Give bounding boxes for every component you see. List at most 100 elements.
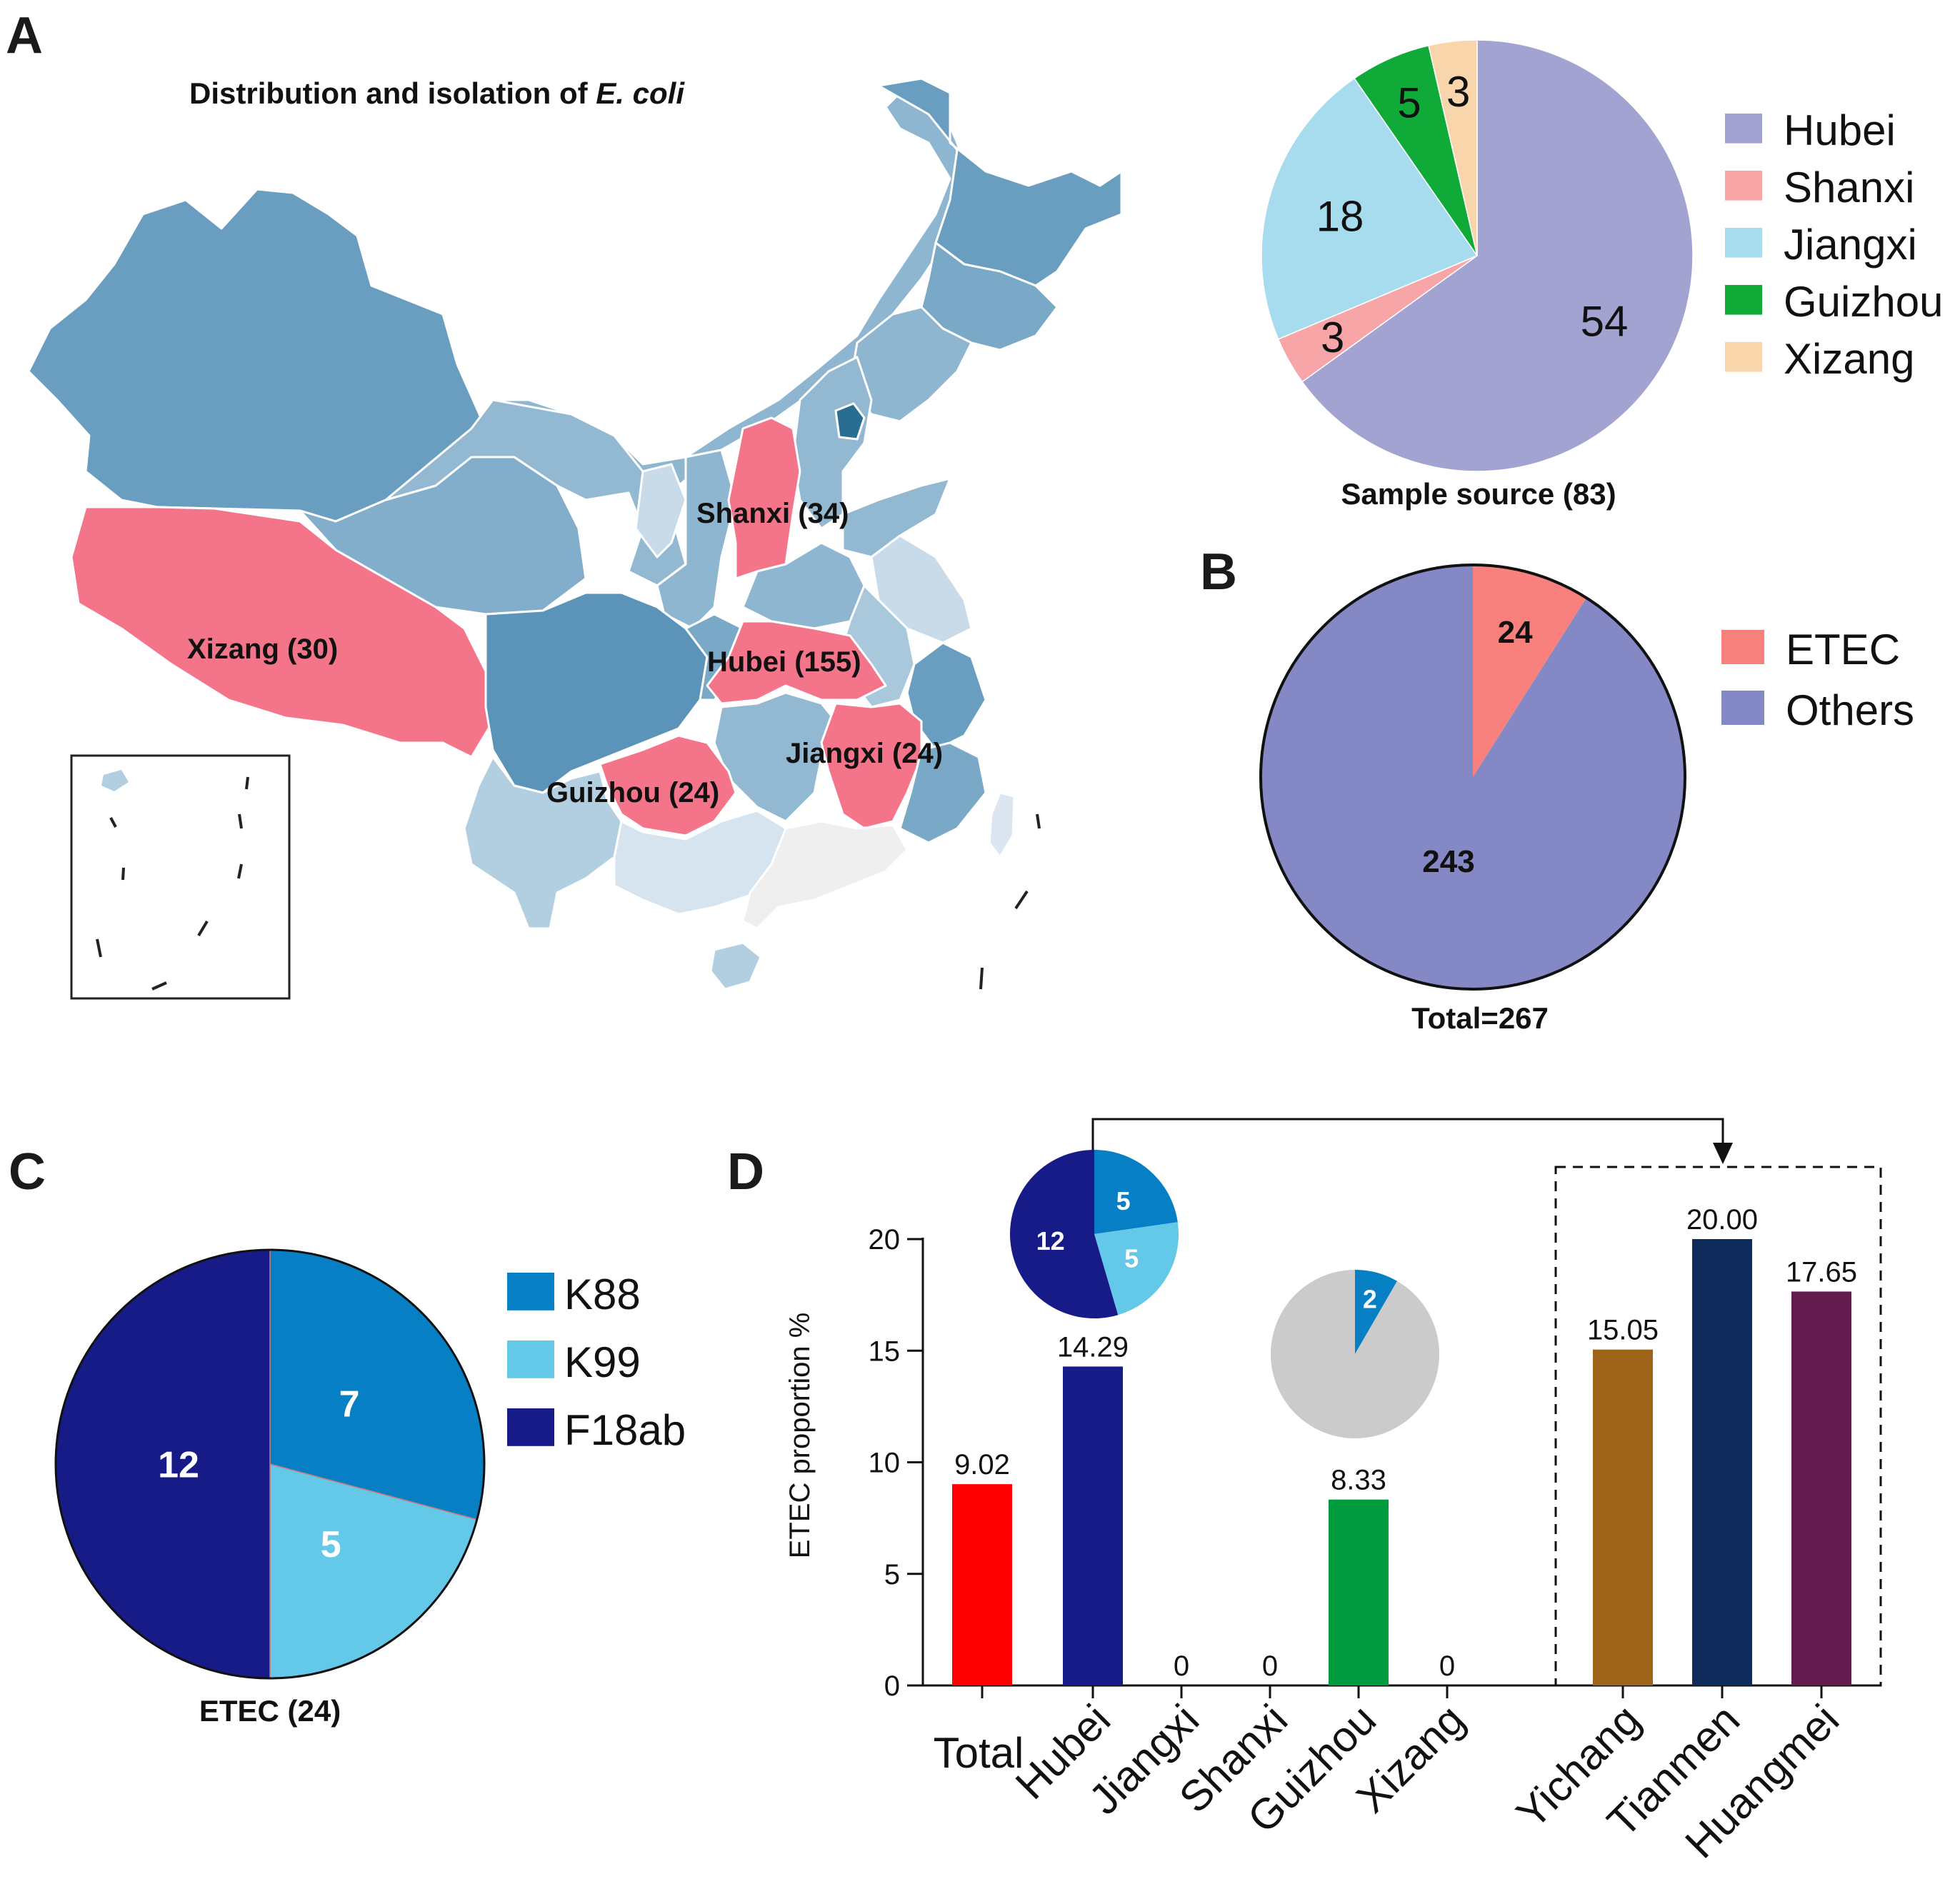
bar-value-label-yichang: 15.05 xyxy=(1587,1315,1659,1346)
pie-slice-sample-source-xizang xyxy=(1428,39,1478,256)
sample-source-title: Sample source (83) xyxy=(1341,477,1616,511)
pie-label-etec-total-etec: 24 xyxy=(1498,615,1533,650)
map-region-guangdong xyxy=(741,820,909,930)
legend-swatch-sample-source-xizang xyxy=(1725,342,1762,372)
pie-slice-guizhou-inset-other xyxy=(1271,1270,1439,1438)
y-tick-label-10: 10 xyxy=(869,1448,901,1479)
map-region-zhejiang xyxy=(906,641,987,751)
bar-huangmei xyxy=(1791,1291,1851,1685)
pie-label-etec-types-k88: 7 xyxy=(339,1383,360,1425)
pie-slice-hubei-inset-k99 xyxy=(1094,1222,1179,1316)
etec-proportion-bar-chart: 051015209.02Total14.29Hubei0Jiangxi0Shan… xyxy=(869,1118,1882,1868)
bar-guizhou xyxy=(1329,1499,1389,1685)
legend-swatch-sample-source-jiangxi xyxy=(1725,228,1762,258)
pie-label-sample-source-jiangxi: 18 xyxy=(1316,193,1364,241)
map-region-hubei xyxy=(706,620,887,705)
panel-letter-a: A xyxy=(6,7,43,64)
bar-value-label-huangmei: 17.65 xyxy=(1786,1256,1857,1288)
etec-types-title: ETEC (24) xyxy=(199,1694,341,1728)
x-tick-label-total: Total xyxy=(934,1729,1024,1777)
map-region-yunnan xyxy=(463,756,623,930)
bar-value-label-xizang: 0 xyxy=(1439,1650,1455,1682)
inset-island xyxy=(101,770,129,791)
pie-slice-hubei-inset-k88 xyxy=(1094,1150,1178,1234)
legend-label-sample-source-jiangxi: Jiangxi xyxy=(1784,221,1917,269)
panel-letter-b: B xyxy=(1200,543,1237,601)
hubei-inset-pie: 5 5 12 xyxy=(1010,1150,1179,1318)
bar-chart-subgroup-box xyxy=(1554,1166,1882,1687)
pie-slice-etec-total-others xyxy=(1260,565,1685,989)
panel-letter-d: D xyxy=(727,1143,764,1201)
map-region-hainan xyxy=(709,941,762,991)
legend-label-etec-total-etec: ETEC xyxy=(1786,626,1900,673)
bar-value-label-tianmen: 20.00 xyxy=(1686,1204,1758,1236)
map-region-shandong xyxy=(841,477,951,558)
bar-value-label-hubei: 14.29 xyxy=(1057,1331,1129,1363)
map-region-guizhou xyxy=(599,734,737,837)
etec-total-title: Total=267 xyxy=(1411,1001,1549,1035)
sample-source-legend: Hubei Shanxi Jiangxi Guizhou Xizang xyxy=(1725,106,1943,383)
bar-hubei xyxy=(1063,1366,1123,1685)
pie-slice-hubei-inset-f18ab xyxy=(1010,1150,1119,1318)
panel-letter-c: C xyxy=(9,1143,46,1201)
y-tick-label-15: 15 xyxy=(869,1336,901,1367)
pie-label-guizhou-inset-k88: 2 xyxy=(1363,1285,1377,1314)
map-label-shanxi: Shanxi (34) xyxy=(696,498,849,529)
pie-label-etec-total-others: 243 xyxy=(1422,844,1474,879)
pie-outline-etec-total xyxy=(1259,563,1686,991)
map-region-fujian xyxy=(899,741,987,844)
legend-label-etec-types-k88: K88 xyxy=(564,1271,641,1318)
bar-value-label-jiangxi: 0 xyxy=(1174,1650,1189,1682)
pie-label-sample-source-hubei: 54 xyxy=(1581,298,1629,346)
map-label-guizhou: Guizhou (24) xyxy=(546,777,719,808)
bar-chart-connector-arrowhead xyxy=(1713,1143,1733,1164)
legend-swatch-etec-total-others xyxy=(1721,691,1764,725)
bar-total xyxy=(952,1484,1012,1685)
pie-slice-sample-source-jiangxi xyxy=(1261,77,1479,340)
y-tick-label-5: 5 xyxy=(884,1559,900,1590)
pie-slice-guizhou-inset-k88 xyxy=(1355,1270,1397,1354)
map-label-jiangxi: Jiangxi (24) xyxy=(786,738,943,769)
etec-total-pie-chart: 24 243 xyxy=(1259,563,1686,991)
legend-label-etec-total-others: Others xyxy=(1786,686,1914,734)
pie-label-etec-types-f18ab: 12 xyxy=(158,1445,199,1486)
pie-label-sample-source-guizhou: 5 xyxy=(1397,79,1421,127)
legend-label-sample-source-hubei: Hubei xyxy=(1784,106,1896,154)
legend-swatch-etec-types-k99 xyxy=(507,1341,554,1378)
legend-swatch-etec-total-etec xyxy=(1721,630,1764,664)
bar-value-label-total: 9.02 xyxy=(954,1449,1010,1480)
legend-swatch-sample-source-hubei xyxy=(1725,114,1762,144)
map-label-xizang: Xizang (30) xyxy=(187,633,338,665)
pie-label-sample-source-shanxi: 3 xyxy=(1321,314,1344,361)
pie-label-sample-source-xizang: 3 xyxy=(1446,68,1470,116)
map-region-beijing xyxy=(834,402,866,441)
legend-swatch-sample-source-shanxi xyxy=(1725,171,1762,201)
guizhou-inset-pie: 2 xyxy=(1271,1270,1439,1438)
map-region-xinjiang xyxy=(27,188,487,523)
bar-tianmen xyxy=(1692,1239,1752,1685)
china-map: Shanxi (34) Xizang (30) Hubei (155) Jian… xyxy=(27,77,1123,1000)
bar-yichang xyxy=(1593,1349,1653,1685)
legend-label-sample-source-shanxi: Shanxi xyxy=(1784,164,1914,211)
legend-swatch-sample-source-guizhou xyxy=(1725,285,1762,315)
legend-label-sample-source-xizang: Xizang xyxy=(1784,335,1914,383)
bar-value-label-shanxi: 0 xyxy=(1262,1650,1278,1682)
south-china-sea-inset xyxy=(70,754,291,1000)
legend-label-etec-types-k99: K99 xyxy=(564,1338,641,1386)
map-label-hubei: Hubei (155) xyxy=(707,646,861,678)
bar-chart-ylabel: ETEC proportion % xyxy=(784,1313,816,1559)
pie-label-hubei-inset-k99: 5 xyxy=(1124,1243,1139,1273)
etec-total-legend: ETEC Others xyxy=(1721,626,1914,734)
pie-label-hubei-inset-k88: 5 xyxy=(1116,1186,1131,1216)
inset-dashes xyxy=(96,776,1041,991)
map-region-jilin xyxy=(920,241,1059,351)
pie-outline-etec-types xyxy=(54,1248,486,1680)
map-region-jiangxi xyxy=(820,702,923,830)
y-tick-label-20: 20 xyxy=(869,1224,901,1256)
map-region-heilongjiang xyxy=(877,77,1123,287)
map-region-ningxia xyxy=(634,463,687,558)
map-title: Distribution and isolation of E. coli xyxy=(189,76,685,110)
map-region-xizang xyxy=(70,506,494,758)
